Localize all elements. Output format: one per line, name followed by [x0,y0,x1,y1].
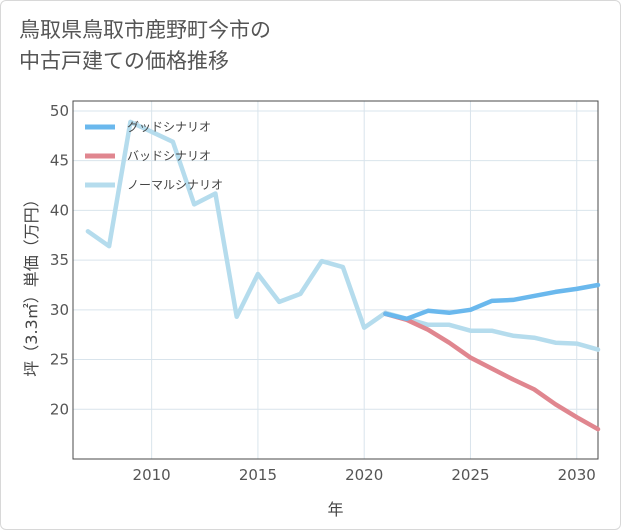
x-tick-label: 2030 [558,466,596,484]
x-tick-label: 2015 [239,466,277,484]
chart-title: 鳥取県鳥取市鹿野町今市の 中古戸建ての価格推移 [19,18,271,73]
y-axis-label: 坪（3.3㎡）単価（万円） [22,191,41,376]
series-line [383,282,601,322]
x-tick-label: 2020 [345,466,383,484]
x-axis-label: 年 [327,500,343,519]
legend-label: グッドシナリオ [127,120,211,134]
x-tick-label: 2010 [133,466,171,484]
y-tick-label: 45 [50,152,69,170]
legend-label: バッドシナリオ [127,149,211,163]
y-tick-label: 35 [50,251,69,269]
y-tick-label: 50 [50,102,69,120]
series-line [383,311,601,432]
legend-label: ノーマルシナリオ [127,178,223,192]
y-tick-label: 25 [50,351,69,369]
x-tick-label: 2025 [451,466,489,484]
y-tick-label: 40 [50,201,69,219]
y-tick-label: 20 [50,400,69,418]
y-tick-label: 30 [50,301,69,319]
plot-frame [72,100,599,460]
series-line [85,119,601,352]
